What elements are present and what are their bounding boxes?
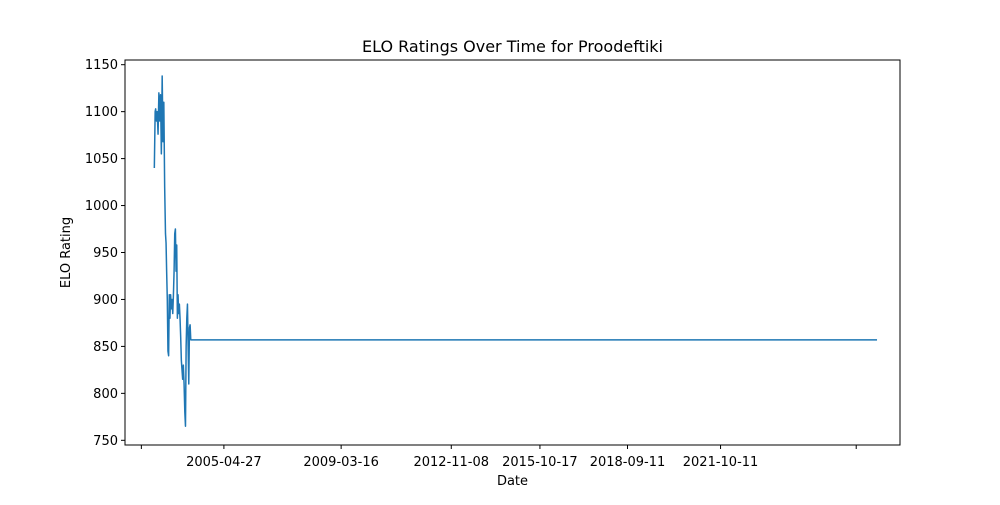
y-tick-label: 1050: [85, 152, 118, 167]
plot-area: [125, 60, 900, 445]
plot-frame: [124, 59, 901, 446]
x-tick-label: 2018-09-11: [590, 455, 666, 470]
x-tick-label: 2015-10-17: [502, 455, 578, 470]
y-tick-label: 1100: [85, 105, 118, 120]
y-axis-ticks: 750 800 850 900 950 1000 1050 1100 1150: [85, 58, 125, 449]
y-tick-label: 950: [93, 246, 118, 261]
y-tick-label: 1150: [85, 58, 118, 73]
y-tick-label: 1000: [85, 199, 118, 214]
x-tick-label: 2012-11-08: [413, 455, 489, 470]
x-tick-label: 2021-10-11: [683, 455, 759, 470]
x-axis-ticks: 2005-04-27 2009-03-16 2012-11-08 2015-10-17…: [140, 445, 857, 470]
x-axis-label: Date: [497, 474, 528, 489]
y-tick-label: 800: [93, 387, 118, 402]
y-tick-label: 750: [93, 434, 118, 449]
y-tick-label: 850: [93, 340, 118, 355]
series-group: [153, 75, 878, 427]
series-line: [153, 75, 878, 427]
x-tick-label: 2009-03-16: [303, 455, 379, 470]
x-tick-label: 2005-04-27: [186, 455, 262, 470]
y-axis-label: ELO Rating: [59, 217, 74, 288]
y-tick-label: 900: [93, 293, 118, 308]
chart-title: ELO Ratings Over Time for Proodeftiki: [362, 37, 663, 56]
